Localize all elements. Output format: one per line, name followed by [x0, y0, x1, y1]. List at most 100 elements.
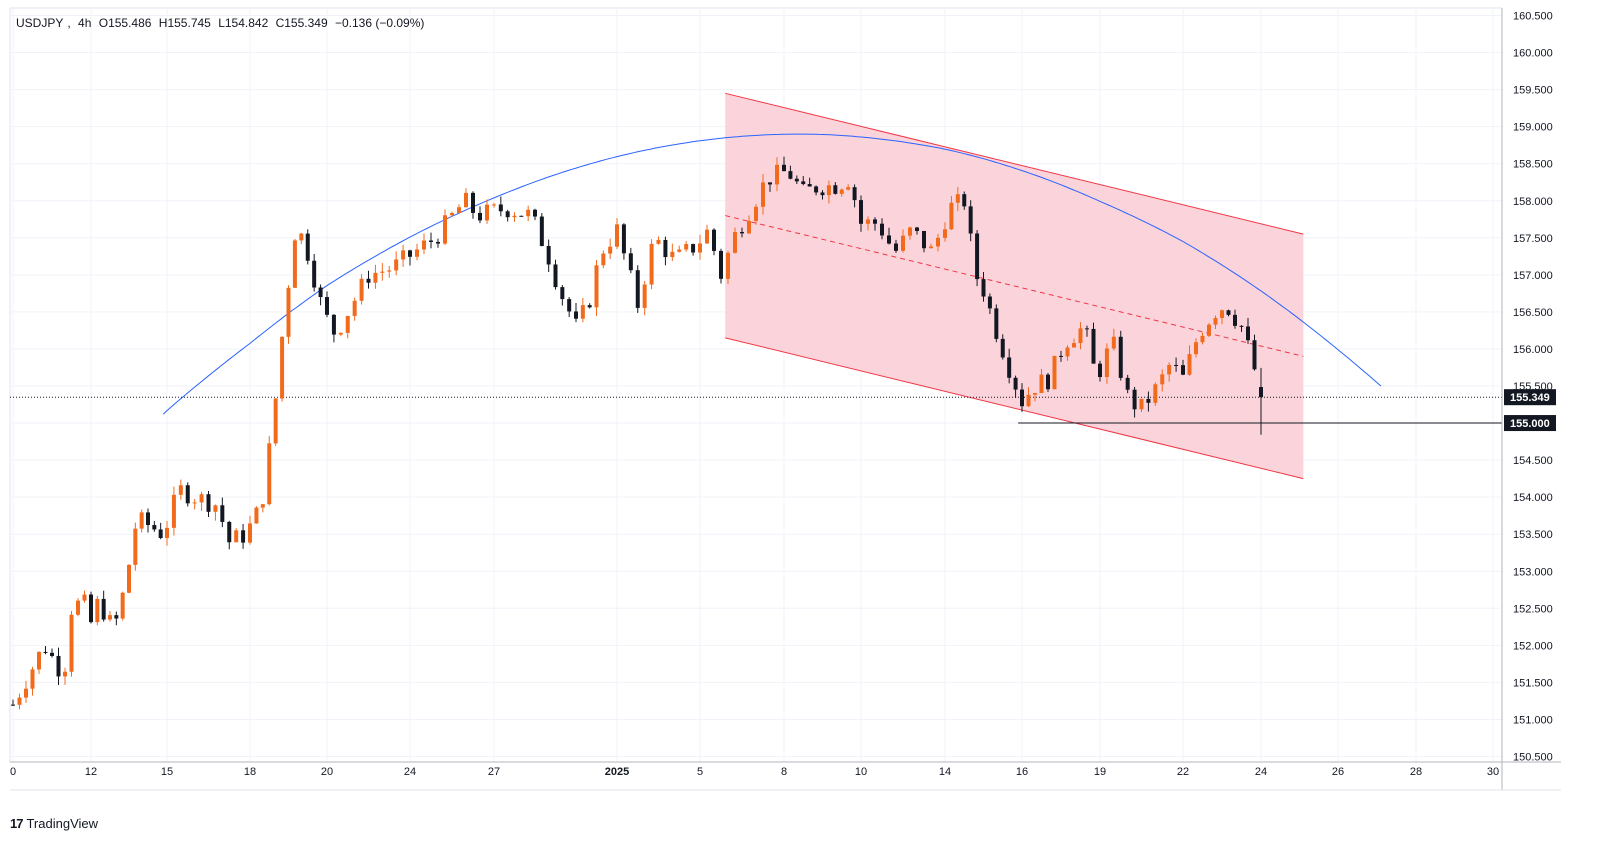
- candle-body: [968, 206, 973, 234]
- candle-body: [260, 504, 265, 508]
- candle-body: [24, 688, 28, 698]
- candle-body: [101, 598, 106, 620]
- legend-low: L154.842: [218, 16, 269, 30]
- candle-body: [788, 171, 793, 179]
- candle-body: [615, 224, 619, 247]
- candle-body: [415, 249, 419, 257]
- drawing-overlays: [10, 92, 1502, 480]
- candle-body: [1146, 398, 1151, 403]
- channel-upper-line: [725, 92, 1304, 235]
- candle-body: [1013, 377, 1018, 390]
- candle-body: [901, 235, 905, 251]
- candle-body: [43, 651, 48, 653]
- y-tick-label: 158.000: [1513, 196, 1553, 208]
- candle-body: [133, 528, 138, 565]
- candle-body: [936, 237, 940, 247]
- candle-body: [505, 211, 510, 218]
- candle-body: [1181, 365, 1185, 375]
- candle-body: [987, 296, 992, 309]
- candle-body: [165, 527, 169, 539]
- candle-body: [642, 284, 647, 308]
- candle-body: [89, 594, 93, 623]
- candle-body: [457, 207, 461, 213]
- candle-body: [533, 209, 537, 217]
- candle-body: [1104, 348, 1109, 378]
- legend-close: C155.349: [275, 16, 328, 30]
- candle-body: [880, 223, 884, 236]
- candle-body: [908, 227, 912, 236]
- candle-body: [1233, 314, 1237, 326]
- candle-body: [705, 229, 709, 244]
- x-tick-label: 26: [1332, 766, 1344, 778]
- channel-mid-line: [725, 215, 1304, 357]
- candle-body: [1000, 338, 1005, 358]
- y-tick-label: 160.500: [1513, 11, 1553, 23]
- candle-body: [747, 220, 751, 234]
- axes: 150.500 151.000 151.500 152.000 152.500 153.0…: [10, 8, 1561, 791]
- candle-body: [539, 216, 544, 247]
- candle-body: [684, 244, 689, 250]
- candle-body: [512, 215, 517, 218]
- candle-body: [649, 243, 654, 285]
- x-tick-label: 2025: [605, 766, 629, 778]
- candle-body: [1139, 398, 1144, 410]
- candle-body: [1026, 394, 1031, 407]
- candle-body: [1059, 355, 1063, 357]
- candle-body: [498, 204, 503, 212]
- tradingview-brand[interactable]: 17 TradingView: [10, 816, 98, 831]
- legend-symbol: USDJPY: [16, 16, 64, 30]
- candle-body: [1160, 374, 1165, 385]
- y-tick-label: 150.500: [1513, 752, 1553, 764]
- candle-body: [761, 182, 765, 207]
- candle-body: [691, 244, 696, 253]
- candle-body: [1132, 389, 1137, 410]
- candle-body: [443, 215, 447, 244]
- candle-body: [670, 251, 675, 258]
- y-tick-label: 151.000: [1513, 714, 1553, 726]
- candle-body: [1167, 364, 1172, 375]
- candle-body: [422, 240, 426, 250]
- candle-body: [95, 598, 100, 623]
- x-tick-label: 12: [85, 766, 97, 778]
- level-price-label: 155.000: [1510, 418, 1550, 430]
- y-tick-label: 152.000: [1513, 640, 1553, 652]
- curve-arc: [162, 133, 1382, 415]
- candle-body: [955, 194, 960, 203]
- candle-body: [325, 297, 329, 315]
- candle-body: [450, 212, 454, 216]
- candle-body: [373, 272, 378, 283]
- candle-body: [331, 314, 336, 335]
- y-tick-label: 152.500: [1513, 603, 1553, 615]
- candle-body: [754, 206, 758, 221]
- candle-body: [1246, 326, 1250, 341]
- candle-body: [601, 253, 606, 266]
- candle-body: [366, 278, 371, 283]
- candle-body: [1091, 328, 1096, 364]
- candle-body: [408, 250, 412, 257]
- candle-body: [981, 279, 986, 297]
- y-tick-label: 158.500: [1513, 159, 1553, 171]
- x-tick-label: 30: [1487, 766, 1499, 778]
- x-tick-label: 20: [321, 766, 333, 778]
- y-tick-label: 153.500: [1513, 529, 1553, 541]
- candle-body: [663, 239, 668, 258]
- candle-body: [894, 243, 898, 251]
- legend-interval: 4h: [78, 16, 92, 30]
- candle-body: [719, 250, 723, 279]
- candle-body: [546, 246, 551, 265]
- candle-body: [677, 249, 682, 252]
- x-tick-label: 16: [1016, 766, 1028, 778]
- candle-body: [234, 530, 239, 543]
- candle-body: [394, 259, 399, 271]
- candle-body: [213, 505, 218, 512]
- candle-body: [949, 202, 954, 230]
- candle-body: [30, 669, 35, 689]
- last-price-label: 155.349: [1510, 392, 1550, 404]
- candle-body: [318, 287, 323, 298]
- candle-body: [199, 494, 204, 503]
- candle-body: [567, 299, 572, 312]
- candle-body: [120, 592, 125, 619]
- channel-lower-line: [725, 337, 1304, 480]
- candle-body: [962, 194, 967, 207]
